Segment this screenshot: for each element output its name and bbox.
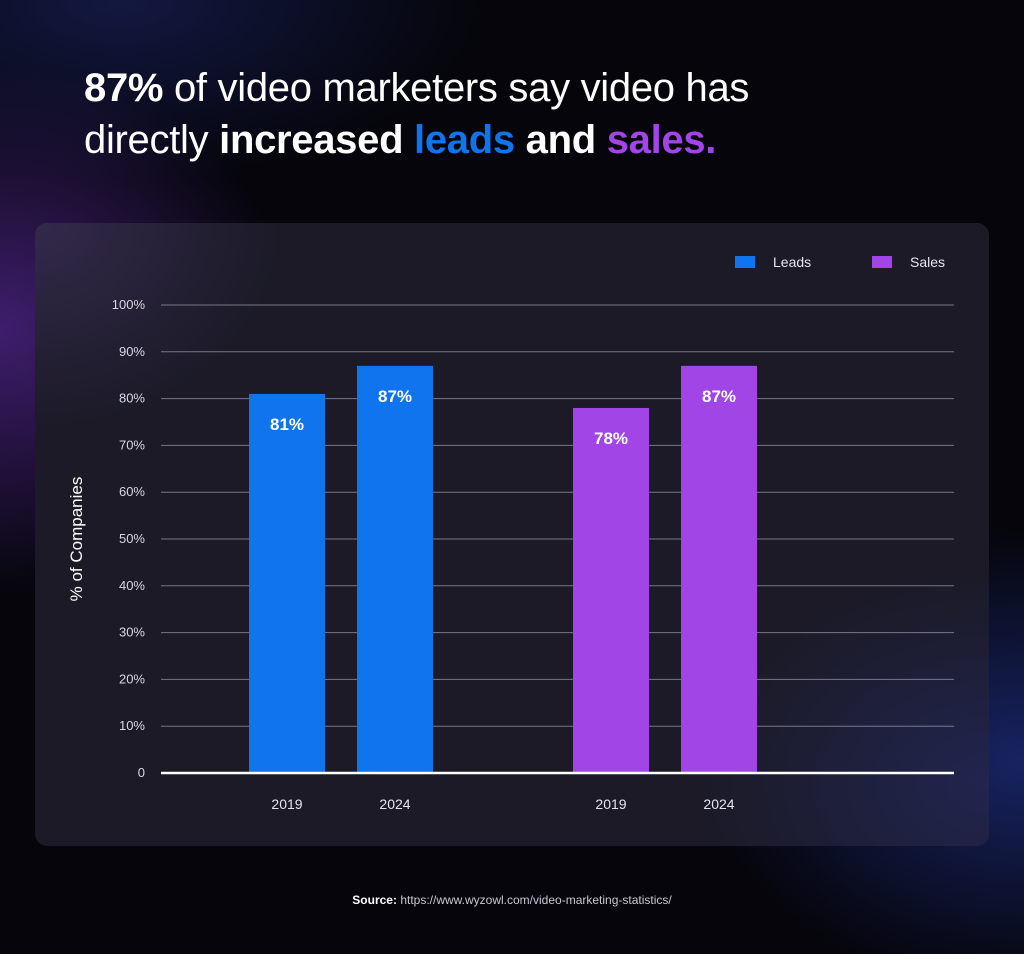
x-tick-label: 2024	[379, 796, 410, 812]
legend-label-leads: Leads	[773, 254, 811, 270]
headline-text-1: of video marketers say video has	[163, 66, 750, 110]
legend-swatch-leads	[735, 256, 755, 268]
bar-value-label: 78%	[594, 429, 628, 448]
bar-chart: 0 10% 20% 30% 40% 50% 60% 70% 80% 90% 100% % of Com…	[67, 254, 954, 812]
y-tick-label: 50%	[119, 531, 145, 546]
headline-and: and	[525, 118, 597, 162]
headline-leads: leads	[414, 118, 515, 162]
headline-increased: increased	[219, 118, 404, 162]
y-tick-label: 90%	[119, 344, 145, 359]
x-tick-label: 2019	[271, 796, 302, 812]
y-tick-label: 40%	[119, 578, 145, 593]
legend-label-sales: Sales	[910, 254, 945, 270]
chart-panel: 0 10% 20% 30% 40% 50% 60% 70% 80% 90% 100% % of Com…	[35, 223, 989, 846]
bar-value-label: 87%	[378, 387, 412, 406]
headline: 87% of video marketers say video has dir…	[84, 62, 964, 166]
x-tick-label: 2019	[595, 796, 626, 812]
bar-value-label: 87%	[702, 387, 736, 406]
bar-value-label: 81%	[270, 415, 304, 434]
legend-swatch-sales	[872, 256, 892, 268]
headline-line-2: directly increased leads and sales.	[84, 118, 716, 162]
bar-sales-2019	[573, 407, 649, 773]
y-tick-label: 100%	[112, 297, 146, 312]
y-tick-label: 0	[138, 765, 145, 780]
headline-sales: sales.	[606, 118, 717, 162]
headline-percentage: 87%	[84, 66, 164, 110]
y-axis-label: % of Companies	[67, 477, 86, 602]
source-url[interactable]: https://www.wyzowl.com/video-marketing-s…	[400, 893, 672, 907]
source-note: Source: https://www.wyzowl.com/video-mar…	[0, 893, 1024, 907]
y-tick-label: 60%	[119, 484, 145, 499]
source-label: Source:	[352, 893, 397, 907]
y-tick-label: 10%	[119, 718, 145, 733]
y-tick-label: 30%	[119, 625, 145, 640]
headline-line-1: 87% of video marketers say video has	[84, 66, 749, 110]
bar-sales-2024	[681, 365, 757, 773]
headline-text-2: directly	[84, 118, 220, 162]
y-tick-label: 80%	[119, 391, 145, 406]
y-tick-label: 20%	[119, 671, 145, 686]
y-tick-label: 70%	[119, 437, 145, 452]
bar-leads-2019	[249, 393, 325, 773]
x-tick-label: 2024	[703, 796, 734, 812]
bar-leads-2024	[357, 365, 433, 773]
